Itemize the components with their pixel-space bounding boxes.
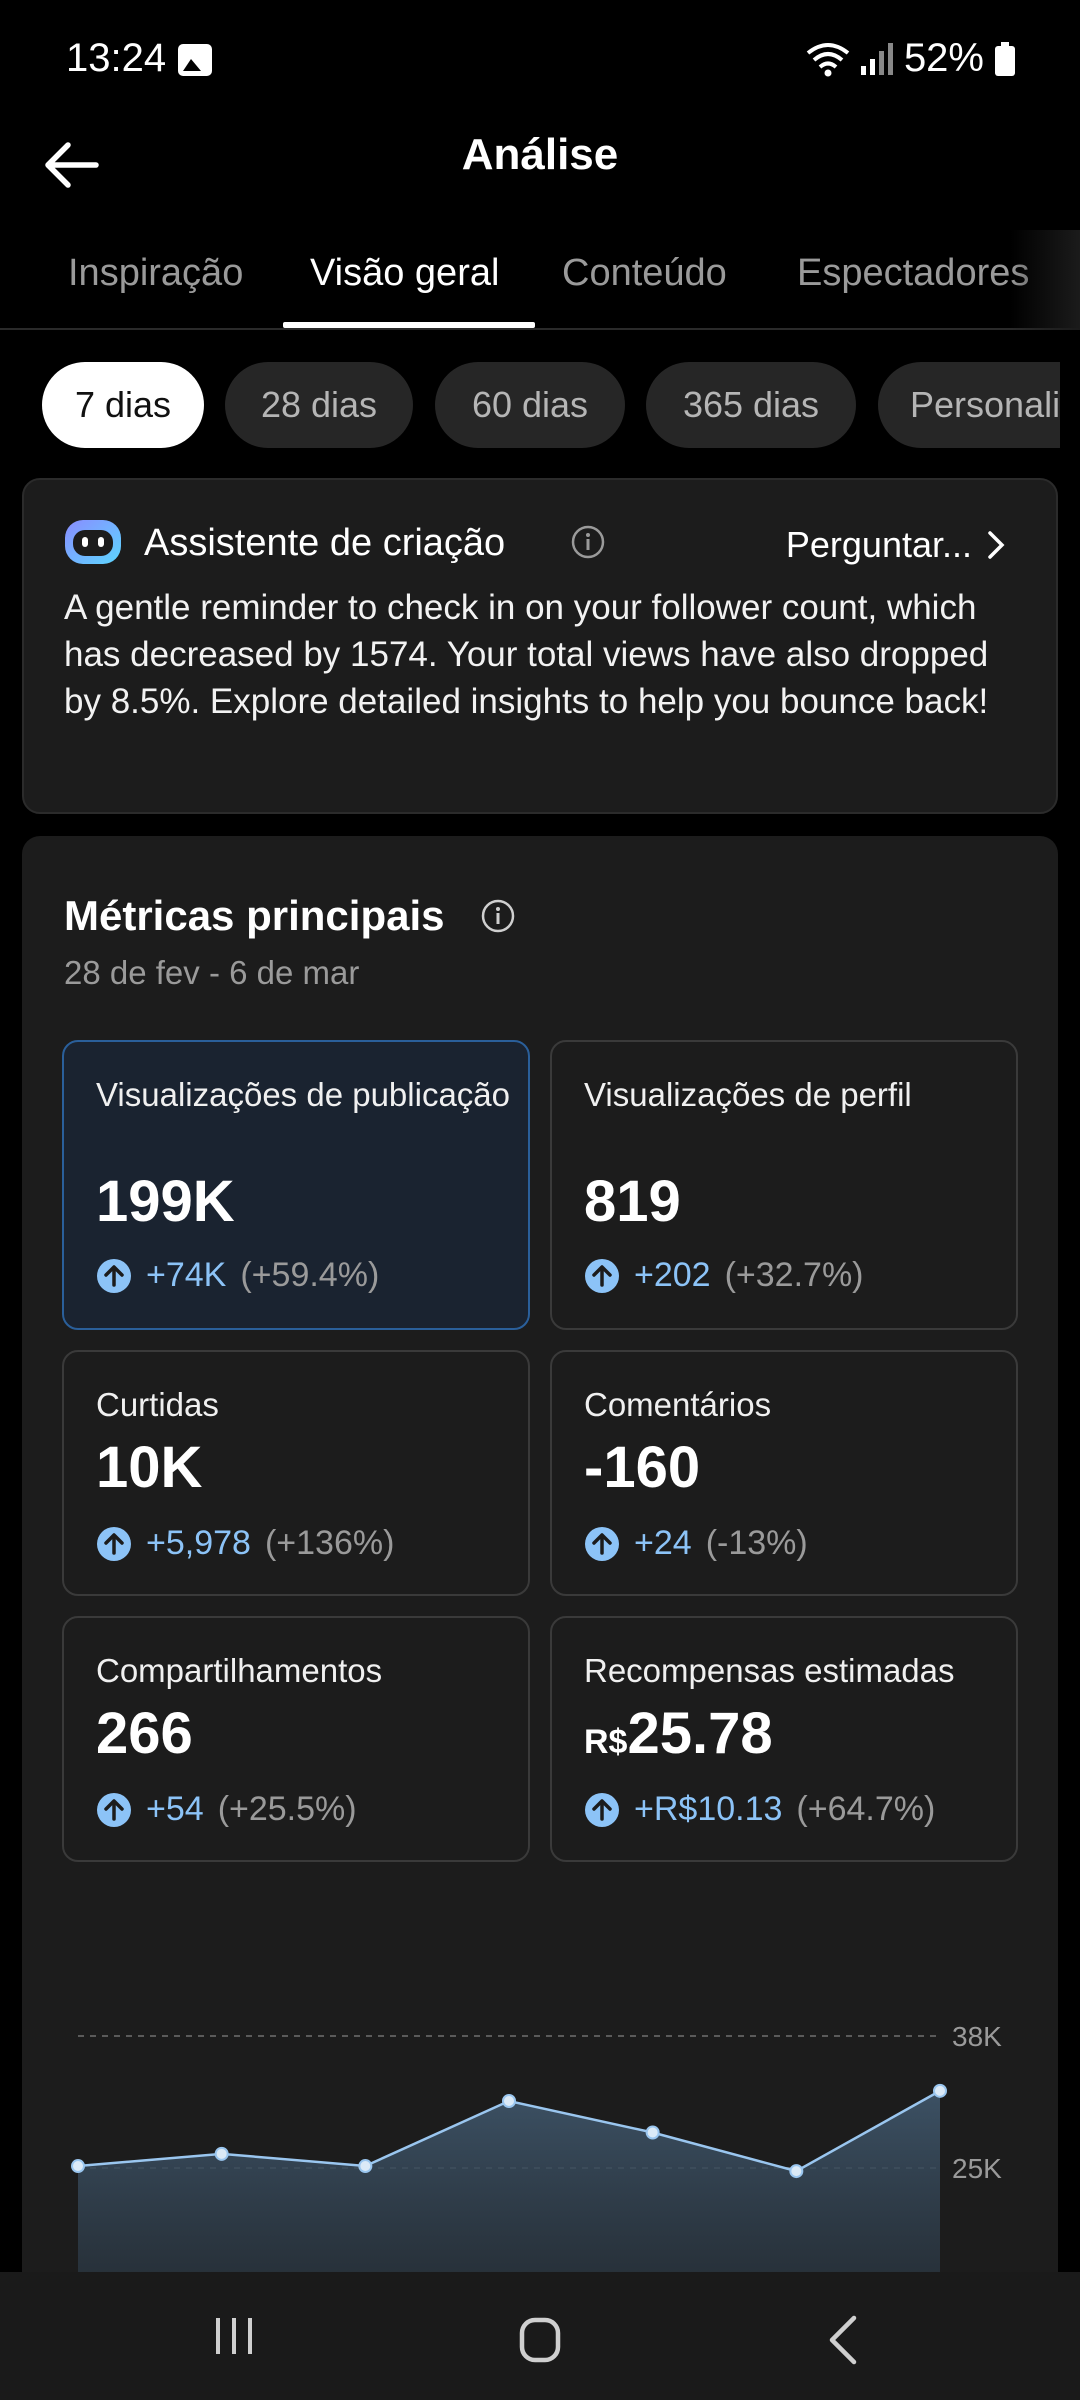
metric-delta-value: +202: [634, 1256, 711, 1294]
arrow-up-circle-icon: [585, 1258, 619, 1293]
key-metrics-card: Métricas principais 28 de fev - 6 de mar…: [22, 836, 1058, 2336]
arrow-up-circle-icon: [97, 1526, 131, 1561]
metric-delta-percent: (+25.5%): [217, 1790, 357, 1828]
metric-tile-likes[interactable]: Curtidas 10K +5,978 (+136%): [62, 1350, 530, 1596]
metric-label: Visualizações de publicação: [96, 1076, 510, 1113]
metrics-date-range: 28 de fev - 6 de mar: [64, 954, 360, 991]
battery-percent: 52%: [903, 36, 984, 80]
metric-delta-value: +54: [146, 1790, 204, 1828]
metric-label: Compartilhamentos: [96, 1652, 383, 1689]
views-trend-chart: 38K25K12K: [71, 2021, 1002, 2336]
metric-tile-comments[interactable]: Comentários -160 +24 (-13%): [550, 1350, 1018, 1596]
status-time: 13:24: [66, 36, 167, 80]
metric-delta: +R$10.13 (+64.7%): [584, 1790, 935, 1829]
page-title: Análise: [461, 130, 619, 179]
chart-y-tick-label: 38K: [952, 2021, 1002, 2052]
ask-assistant-label: Perguntar...: [785, 524, 972, 565]
metric-delta-percent: (+59.4%): [240, 1256, 380, 1294]
tab-bar: Inspiração Visão geral Conteúdo Espectad…: [0, 230, 1080, 330]
chart-data-point: [789, 2164, 804, 2179]
metric-value: 266: [96, 1701, 193, 1766]
signal-icon: [860, 42, 893, 75]
currency-symbol: R$: [584, 1723, 628, 1761]
back-button[interactable]: [40, 130, 110, 200]
chart-data-point: [933, 2083, 947, 2098]
metric-tile-post-views[interactable]: Visualizações de publicação 199K +74K (+…: [62, 1040, 530, 1330]
system-navigation-bar: [0, 2272, 1080, 2400]
chart-data-point: [71, 2159, 85, 2174]
assistant-message: A gentle reminder to check in on your fo…: [64, 588, 989, 721]
metric-label: Recompensas estimadas: [584, 1652, 955, 1689]
chart-y-tick-label: 25K: [952, 2153, 1002, 2184]
period-chip-28-dias[interactable]: 28 dias: [225, 362, 413, 448]
chart-data-point: [645, 2125, 660, 2140]
metric-delta-value: +R$10.13: [634, 1790, 783, 1828]
metric-delta-value: +5,978: [146, 1524, 251, 1562]
metric-delta-value: +74K: [146, 1256, 227, 1294]
metric-label: Comentários: [584, 1386, 772, 1423]
metric-delta-percent: (+136%): [264, 1524, 395, 1562]
metrics-title: Métricas principais: [64, 892, 445, 939]
arrow-up-circle-icon: [97, 1258, 131, 1293]
active-tab-indicator: [283, 322, 535, 328]
metric-value: R$25.78: [584, 1700, 773, 1767]
wifi-icon: [806, 42, 850, 76]
metric-delta-percent: (+32.7%): [724, 1256, 864, 1294]
info-icon[interactable]: [480, 898, 516, 934]
metric-tile-profile-views[interactable]: Visualizações de perfil 819 +202 (+32.7%…: [550, 1040, 1018, 1330]
status-bar: 13:24 52%: [0, 0, 1080, 120]
metric-value-amount: 25.78: [627, 1701, 773, 1766]
metric-delta: +54 (+25.5%): [96, 1790, 357, 1829]
gallery-notification-icon: [178, 44, 212, 76]
period-chip-365-dias[interactable]: 365 dias: [646, 362, 856, 448]
metric-delta: +5,978 (+136%): [96, 1524, 394, 1563]
metric-delta-value: +24: [634, 1524, 692, 1562]
tab-inspiracao[interactable]: Inspiração: [68, 252, 244, 294]
metric-delta-percent: (-13%): [705, 1524, 808, 1562]
metric-value: -160: [584, 1435, 701, 1500]
app-header: Análise: [0, 120, 1080, 230]
arrow-up-circle-icon: [97, 1792, 131, 1827]
chart-data-point: [502, 2094, 516, 2109]
arrow-up-circle-icon: [585, 1526, 619, 1561]
tab-visao-geral[interactable]: Visão geral: [310, 252, 500, 294]
tab-scroll-fade: [1010, 230, 1080, 330]
metric-delta: +202 (+32.7%): [584, 1256, 864, 1295]
period-chip-personalizado[interactable]: Personalizado: [878, 362, 1060, 448]
home-icon[interactable]: [510, 2310, 570, 2370]
arrow-up-circle-icon: [585, 1792, 619, 1827]
recent-apps-icon[interactable]: [210, 2312, 258, 2360]
metric-label: Curtidas: [96, 1386, 219, 1423]
ask-assistant-button[interactable]: Perguntar...: [786, 524, 1006, 566]
metric-value: 199K: [96, 1169, 235, 1234]
tab-espectadores[interactable]: Espectadores: [797, 252, 1030, 294]
tab-conteudo[interactable]: Conteúdo: [562, 252, 727, 294]
metric-value: 819: [584, 1169, 681, 1234]
chart-data-point: [214, 2146, 229, 2161]
chart-data-point: [358, 2159, 373, 2174]
metric-value: 10K: [96, 1435, 203, 1500]
chevron-right-icon: [988, 531, 1005, 559]
assistant-title: Assistente de criação: [144, 522, 506, 564]
metric-delta: +74K (+59.4%): [96, 1256, 379, 1295]
metric-label: Visualizações de perfil: [584, 1076, 912, 1113]
metric-delta-percent: (+64.7%): [796, 1790, 936, 1828]
period-selector: 7 dias 28 dias 60 dias 365 dias Personal…: [0, 362, 1060, 450]
system-back-icon[interactable]: [820, 2310, 868, 2370]
creator-assistant-card: Assistente de criação Perguntar... A gen…: [22, 478, 1058, 814]
metric-tile-estimated-rewards[interactable]: Recompensas estimadas R$25.78 +R$10.13 (…: [550, 1616, 1018, 1862]
battery-icon: [995, 41, 1015, 76]
metric-delta: +24 (-13%): [584, 1524, 808, 1563]
metric-tile-shares[interactable]: Compartilhamentos 266 +54 (+25.5%): [62, 1616, 530, 1862]
period-chip-7-dias[interactable]: 7 dias: [42, 362, 204, 448]
arrow-left-icon: [45, 142, 99, 188]
period-chip-60-dias[interactable]: 60 dias: [435, 362, 625, 448]
assistant-bot-icon: [65, 520, 121, 564]
info-icon[interactable]: [570, 524, 606, 560]
